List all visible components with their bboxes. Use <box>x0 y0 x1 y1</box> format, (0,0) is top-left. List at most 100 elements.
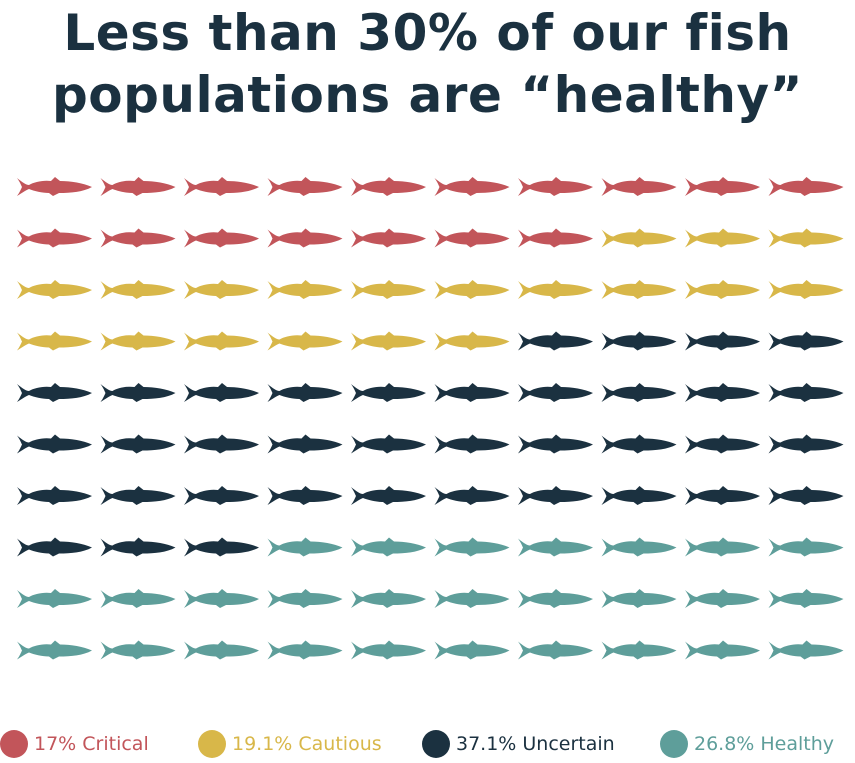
fish-icon-cautious <box>100 280 176 299</box>
fish-icon-uncertain <box>267 383 343 402</box>
fish-icon-uncertain <box>100 434 176 454</box>
fish-icon-healthy <box>434 640 510 660</box>
fish-icon-uncertain <box>768 434 844 454</box>
fish-icon-uncertain <box>768 486 844 505</box>
fish-icon-healthy <box>267 589 343 608</box>
fish-icon-healthy <box>100 589 176 608</box>
fish-icon-critical <box>100 228 176 248</box>
fish-icon-healthy <box>601 589 677 608</box>
fish-icon-uncertain <box>351 486 426 505</box>
fish-icon-uncertain <box>518 331 593 351</box>
legend-label-healthy: 26.8% Healthy <box>694 733 835 755</box>
fish-icon-cautious <box>685 228 760 248</box>
fish-icon-critical <box>685 177 760 196</box>
fish-icon-critical <box>267 177 343 196</box>
fish-icon-uncertain <box>685 434 760 454</box>
fish-icon-cautious <box>601 228 677 248</box>
fish-icon-cautious <box>685 280 760 299</box>
fish-icon-healthy <box>267 537 343 557</box>
fish-icon-critical <box>267 228 343 248</box>
fish-icon-critical <box>184 228 259 248</box>
legend-item-critical: 17% Critical <box>0 726 149 762</box>
fish-icon-critical <box>351 177 426 196</box>
chart-title: Less than 30% of our fish populations ar… <box>0 2 855 126</box>
fish-icon-cautious <box>351 331 426 351</box>
fish-icon-uncertain <box>768 331 844 351</box>
fish-icon-healthy <box>518 589 593 608</box>
legend-label-uncertain: 37.1% Uncertain <box>456 733 615 755</box>
fish-icon-critical <box>351 228 426 248</box>
fish-icon-cautious <box>267 280 343 299</box>
legend-item-uncertain: 37.1% Uncertain <box>422 726 615 762</box>
fish-icon-cautious <box>768 280 844 299</box>
fish-icon-critical <box>434 177 510 196</box>
fish-icon-uncertain <box>601 434 677 454</box>
fish-icon-healthy <box>17 640 92 660</box>
fish-icon-critical <box>518 177 593 196</box>
fish-icon-cautious <box>100 331 176 351</box>
fish-icon-uncertain <box>17 383 92 402</box>
fish-icon-critical <box>100 177 176 196</box>
fish-icon-cautious <box>17 280 92 299</box>
fish-icon-healthy <box>351 640 426 660</box>
fish-icon-uncertain <box>100 486 176 505</box>
fish-icon-healthy <box>434 537 510 557</box>
fish-pictograph-grid <box>17 177 844 660</box>
fish-icon-critical <box>17 177 92 196</box>
fish-icon-cautious <box>351 280 426 299</box>
fish-icon-healthy <box>768 640 844 660</box>
fish-icon-uncertain <box>184 486 259 505</box>
legend-item-healthy: 26.8% Healthy <box>660 726 834 762</box>
fish-icon-uncertain <box>601 331 677 351</box>
fish-icon-uncertain <box>184 537 259 557</box>
fish-icon-uncertain <box>434 486 510 505</box>
fish-icon-uncertain <box>601 383 677 402</box>
fish-icon-uncertain <box>434 383 510 402</box>
legend-label-critical: 17% Critical <box>34 733 149 755</box>
fish-icon-uncertain <box>100 383 176 402</box>
legend: 17% Critical 19.1% Cautious 37.1% Uncert… <box>0 726 855 762</box>
fish-icon-uncertain <box>17 486 92 505</box>
chart-title-line-1: Less than 30% of our fish <box>63 4 792 62</box>
fish-icon-critical <box>184 177 259 196</box>
fish-icon-healthy <box>685 537 760 557</box>
fish-icon-uncertain <box>100 537 176 557</box>
fish-icon-cautious <box>518 280 593 299</box>
fish-icon-healthy <box>685 640 760 660</box>
fish-icon-healthy <box>267 640 343 660</box>
legend-dot-critical <box>0 730 28 758</box>
fish-icon-uncertain <box>518 434 593 454</box>
fish-icon-healthy <box>601 537 677 557</box>
fish-icon-uncertain <box>518 383 593 402</box>
fish-icon-healthy <box>351 589 426 608</box>
fish-icon-uncertain <box>267 486 343 505</box>
fish-icon-cautious <box>434 280 510 299</box>
fish-icon-uncertain <box>685 486 760 505</box>
fish-icon-critical <box>17 228 92 248</box>
fish-icon-cautious <box>768 228 844 248</box>
fish-icon-cautious <box>184 280 259 299</box>
chart-title-line-2: populations are “healthy” <box>52 66 803 124</box>
legend-dot-healthy <box>660 730 688 758</box>
fish-icon-cautious <box>434 331 510 351</box>
fish-icon-healthy <box>100 640 176 660</box>
fish-icon-critical <box>518 228 593 248</box>
fish-icon-healthy <box>768 537 844 557</box>
fish-icon-cautious <box>601 280 677 299</box>
fish-icon-healthy <box>351 537 426 557</box>
fish-icon-cautious <box>267 331 343 351</box>
fish-icon-uncertain <box>518 486 593 505</box>
fish-icon-uncertain <box>17 537 92 557</box>
fish-icon-uncertain <box>184 434 259 454</box>
fish-icon-cautious <box>184 331 259 351</box>
legend-item-cautious: 19.1% Cautious <box>198 726 382 762</box>
fish-icon-uncertain <box>768 383 844 402</box>
fish-icon-healthy <box>518 537 593 557</box>
fish-icon-uncertain <box>267 434 343 454</box>
fish-icon-healthy <box>601 640 677 660</box>
legend-dot-cautious <box>198 730 226 758</box>
fish-icon-uncertain <box>184 383 259 402</box>
fish-icon-critical <box>768 177 844 196</box>
fish-icon-healthy <box>768 589 844 608</box>
fish-icon-uncertain <box>434 434 510 454</box>
